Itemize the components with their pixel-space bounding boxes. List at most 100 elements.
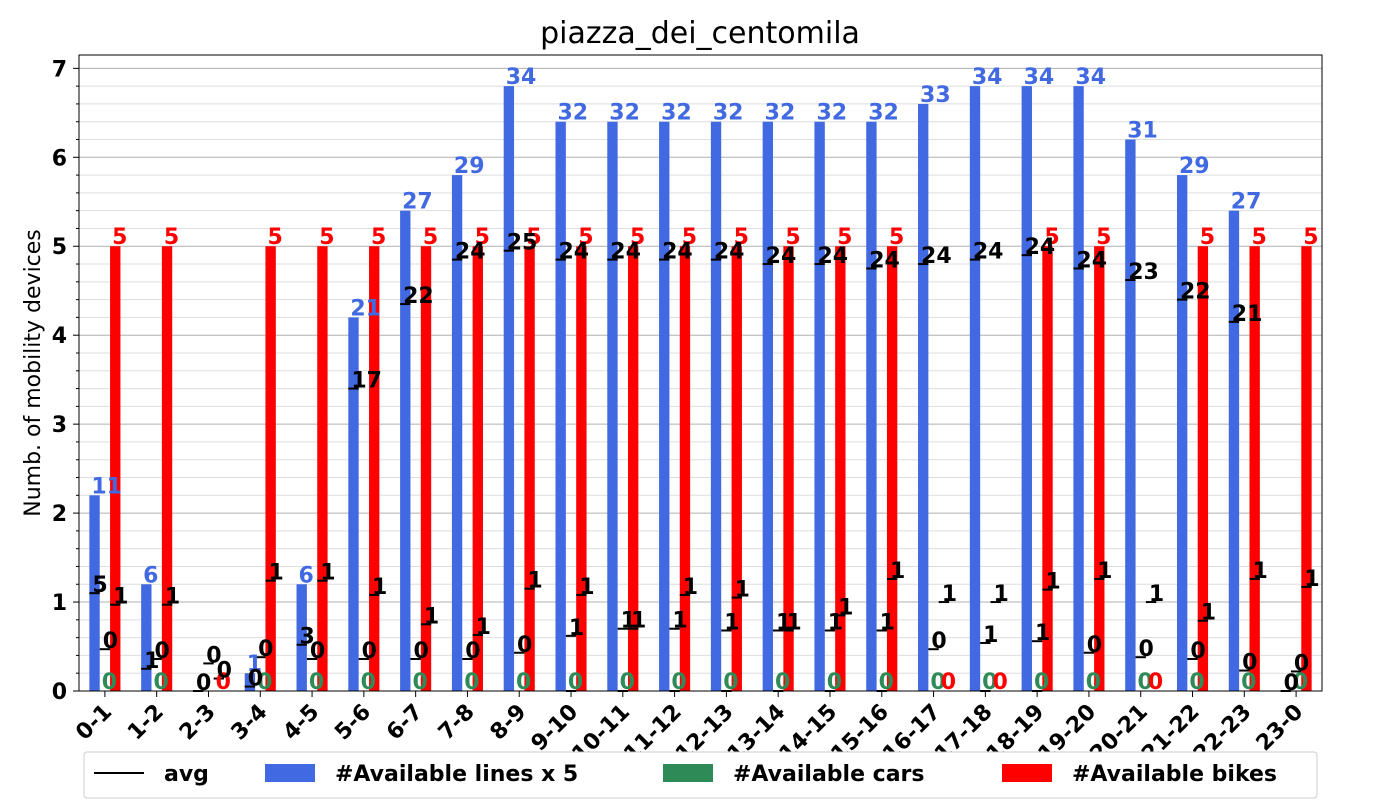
bar-value-label: 5 (112, 225, 127, 250)
bar-value-label: 0 (1138, 670, 1153, 695)
avg-value-label: 24 (1076, 248, 1107, 273)
legend: avg #Available lines x 5 #Available cars… (83, 751, 1318, 799)
bar-value-label: 5 (526, 225, 541, 250)
bar-value-label: 6 (299, 563, 314, 588)
legend-cars-label: #Available cars (733, 762, 925, 787)
avg-value-label: 1 (144, 649, 159, 674)
bar (607, 121, 618, 692)
bar (161, 246, 173, 691)
avg-value-label: 24 (973, 240, 1004, 265)
bar (835, 246, 846, 691)
bar (866, 121, 877, 692)
avg-value-label: 0 (1190, 639, 1205, 664)
y-tick-label: 3 (52, 413, 67, 438)
bar-value-label: 0 (361, 670, 376, 695)
bar-value-label: 0 (879, 670, 894, 695)
bar-value-label: 0 (671, 670, 686, 695)
bar-value-label: 0 (723, 670, 738, 695)
bar-value-label: 0 (257, 670, 272, 695)
y-ticks: 0 1 2 3 4 5 6 7 (52, 57, 79, 705)
bar (1021, 86, 1032, 691)
bar-value-label: 5 (1200, 225, 1215, 250)
avg-value-label: 1 (776, 611, 791, 636)
avg-value-label: 24 (766, 244, 797, 269)
y-tick-label: 7 (52, 57, 67, 82)
bar (1301, 246, 1312, 691)
bar-value-label: 0 (1034, 670, 1049, 695)
avg-value-label: 24 (558, 240, 589, 265)
bar-value-label: 34 (506, 65, 537, 90)
bar (1042, 246, 1053, 691)
bar-value-label: 32 (661, 101, 692, 126)
avg-value-label: 0 (103, 629, 118, 654)
y-tick-label: 1 (52, 591, 67, 616)
bar-value-label: 32 (713, 101, 744, 126)
bar (679, 246, 691, 691)
bar-value-label: 5 (734, 225, 749, 250)
bar (317, 246, 328, 691)
bar (969, 86, 981, 691)
avg-value-label: 0 (258, 637, 273, 662)
avg-value-label: 0 (1284, 671, 1299, 696)
y-tick-label: 2 (52, 502, 67, 527)
bar-value-label: 0 (464, 670, 479, 695)
bar-value-label: 5 (1096, 225, 1111, 250)
bar-value-label: 34 (1024, 65, 1055, 90)
bar (265, 246, 276, 691)
bar-value-label: 5 (578, 225, 593, 250)
bar-value-label: 0 (568, 670, 583, 695)
avg-value-label: 1 (983, 623, 998, 648)
avg-value-label: 1 (268, 561, 283, 586)
bar-value-label: 0 (412, 670, 427, 695)
bar-value-label: 0 (216, 670, 231, 695)
avg-value-label: 1 (113, 585, 128, 610)
bar (420, 246, 432, 691)
avg-value-label: 1 (1304, 567, 1319, 592)
avg-value-label: 3 (300, 625, 315, 650)
avg-value-label: 0 (362, 639, 377, 664)
y-tick-label: 4 (52, 324, 67, 349)
avg-value-label: 0 (206, 643, 221, 668)
avg-value-label: 1 (569, 616, 584, 641)
y-tick-label: 5 (52, 235, 67, 260)
avg-value-label: 0 (413, 639, 428, 664)
bar (731, 246, 742, 691)
bar (659, 121, 670, 692)
bar-value-label: 29 (454, 154, 485, 179)
avg-value-label: 1 (1097, 559, 1112, 584)
avg-value-label: 1 (735, 578, 750, 603)
avg-value-label: 0 (517, 633, 532, 658)
avg-value-label: 1 (838, 595, 853, 620)
avg-value-label: 1 (724, 611, 739, 636)
avg-value-label: 1 (1045, 570, 1060, 595)
avg-value-label: 24 (817, 244, 848, 269)
avg-value-label: 24 (610, 240, 641, 265)
bar (627, 246, 639, 691)
bar (918, 103, 929, 691)
bar-value-label: 32 (609, 101, 640, 126)
bar-value-label: 0 (993, 670, 1008, 695)
avg-value-label: 23 (1128, 260, 1159, 285)
avg-value-label: 25 (507, 231, 538, 256)
bar-value-label: 32 (765, 101, 796, 126)
bar (1249, 246, 1260, 691)
avg-value-label: 22 (1180, 280, 1211, 305)
bar (451, 175, 463, 691)
bar-value-label: 21 (350, 296, 381, 321)
bar-value-label: 0 (309, 670, 324, 695)
avg-value-label: 5 (92, 573, 107, 598)
bar (1228, 210, 1240, 691)
bar (555, 121, 566, 692)
bar-value-label: 32 (816, 101, 847, 126)
avg-value-label: 1 (631, 609, 646, 634)
bar-value-label: 0 (1086, 670, 1101, 695)
bar-value-label: 5 (423, 225, 438, 250)
bar (783, 246, 794, 691)
bar-value-label: 32 (557, 101, 588, 126)
avg-value-label: 1 (579, 575, 594, 600)
legend-lines-label: #Available lines x 5 (335, 762, 578, 787)
bar (710, 121, 722, 692)
bar-value-label: 5 (837, 225, 852, 250)
